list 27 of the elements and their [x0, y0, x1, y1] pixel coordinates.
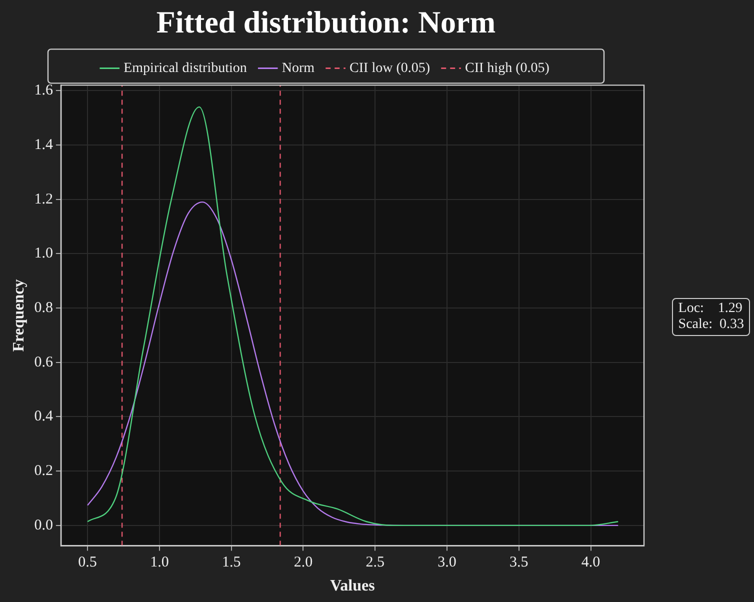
y-tick-label: 0.8 [34, 300, 53, 316]
y-tick-label: 0.0 [34, 517, 53, 534]
y-tick-label: 1.4 [34, 136, 54, 153]
x-tick-label: 1.0 [150, 554, 169, 571]
x-tick-label: 4.0 [581, 554, 600, 571]
x-tick-label: 3.5 [510, 554, 528, 571]
y-tick-label: 1.6 [34, 82, 54, 99]
y-tick-label: 0.4 [34, 408, 54, 425]
x-tick-label: 0.5 [78, 554, 97, 571]
text: Loc: 1.29 [678, 301, 742, 316]
y-tick-label: 1.0 [34, 246, 53, 262]
y-axis-title: Frequency [10, 279, 28, 352]
x-axis-title: Values [330, 578, 375, 595]
legend-label: CII high (0.05) [465, 60, 550, 76]
legend-label: Norm [282, 60, 315, 76]
x-tick-label: 3.0 [438, 554, 456, 571]
y-tick-label: 0.6 [34, 354, 54, 370]
x-tick-label: 2.5 [366, 554, 384, 571]
x-tick-label: 1.5 [222, 554, 241, 571]
legend-label: Empirical distribution [124, 60, 247, 76]
chart-title: Fitted distribution: Norm [156, 4, 496, 40]
text: Scale: 0.33 [678, 317, 744, 332]
y-tick-label: 0.2 [34, 463, 53, 480]
y-tick-label: 1.2 [34, 191, 53, 208]
line-series [86, 106, 619, 526]
legend-label: CII low (0.05) [350, 60, 430, 76]
x-tick-label: 2.0 [294, 554, 313, 571]
